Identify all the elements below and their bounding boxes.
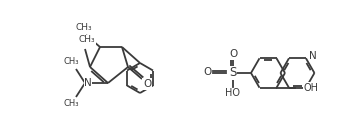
Text: S: S xyxy=(229,67,237,80)
Text: O: O xyxy=(203,67,211,77)
Text: CH₃: CH₃ xyxy=(79,36,95,45)
Text: HO: HO xyxy=(225,88,240,98)
Text: CH₃: CH₃ xyxy=(63,99,79,109)
Text: CH₃: CH₃ xyxy=(63,58,79,67)
Text: OH: OH xyxy=(304,83,318,93)
Text: O: O xyxy=(143,79,151,89)
Text: CH₃: CH₃ xyxy=(76,23,92,31)
Text: N: N xyxy=(309,51,317,61)
Text: O: O xyxy=(229,49,237,59)
Text: N: N xyxy=(84,78,92,88)
